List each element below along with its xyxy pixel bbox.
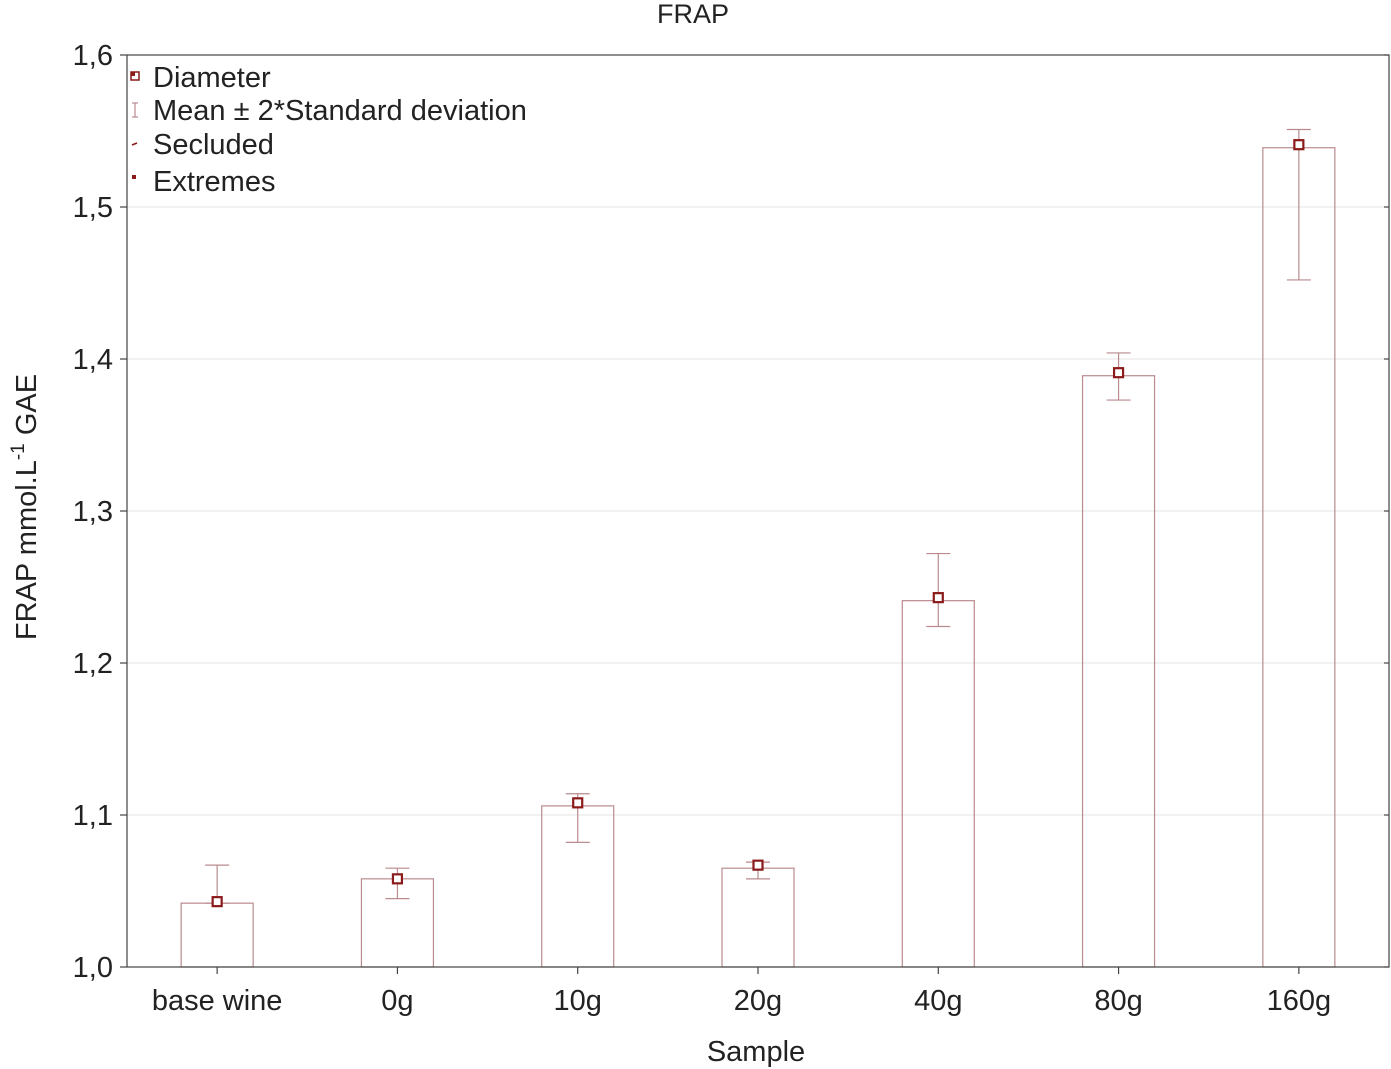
grid-lines: [127, 206, 1389, 816]
chart-title: FRAP: [657, 0, 729, 29]
bar: [180, 902, 254, 968]
mean-marker: [1293, 139, 1305, 151]
bar: [1081, 375, 1156, 968]
error-bars: [205, 128, 1311, 904]
y-tick-label: 1,5: [73, 192, 113, 224]
legend-label: Extremes: [153, 166, 275, 198]
mean-markers: [211, 139, 1305, 908]
x-tick-label: 10g: [554, 985, 602, 1017]
bar: [901, 600, 975, 968]
legend-symbol-dash: [131, 142, 138, 146]
x-axis-label: Sample: [707, 1036, 805, 1068]
legend-symbol-corner: [132, 175, 136, 179]
x-tick-label: 40g: [914, 985, 962, 1017]
bar: [721, 867, 795, 968]
y-tick-label: 1,4: [73, 344, 113, 376]
y-axis-label: FRAP mmol.L-1 GAE: [8, 374, 43, 640]
x-tick-label: 160g: [1267, 985, 1332, 1017]
x-tick-label: 80g: [1094, 985, 1142, 1017]
x-tick-labels: base wine 0g 10g 20g 40g 80g 160g: [152, 985, 1331, 1017]
y-axis-label-superscript: -1: [8, 443, 29, 460]
y-tick-labels: 1,0 1,1 1,2 1,3 1,4 1,5 1,6: [73, 40, 113, 984]
mean-marker: [391, 873, 404, 885]
legend-label: Diameter: [153, 62, 271, 94]
legend-label: Mean ± 2*Standard deviation: [153, 95, 527, 127]
y-tick-label: 1,1: [73, 800, 113, 832]
x-tick-label: 20g: [734, 985, 782, 1017]
axes: [120, 54, 1390, 974]
legend-symbol-square: [130, 71, 140, 81]
x-tick-label: base wine: [152, 985, 283, 1017]
mean-marker: [1112, 367, 1125, 379]
bars: [180, 147, 1336, 968]
mean-marker: [752, 859, 764, 871]
y-tick-label: 1,0: [73, 952, 113, 984]
y-axis-label-main: FRAP mmol.L: [11, 460, 43, 640]
mean-marker: [932, 592, 944, 604]
y-tick-label: 1,2: [73, 648, 113, 680]
mean-marker: [211, 896, 223, 908]
legend-label: Secluded: [153, 129, 274, 161]
legend-symbol-whisker: [132, 102, 138, 118]
y-tick-label: 1,3: [73, 496, 113, 528]
x-tick-label: 0g: [381, 985, 413, 1017]
y-tick-label: 1,6: [73, 40, 113, 72]
mean-marker: [572, 797, 584, 809]
y-axis-label-suffix: GAE: [11, 374, 43, 443]
